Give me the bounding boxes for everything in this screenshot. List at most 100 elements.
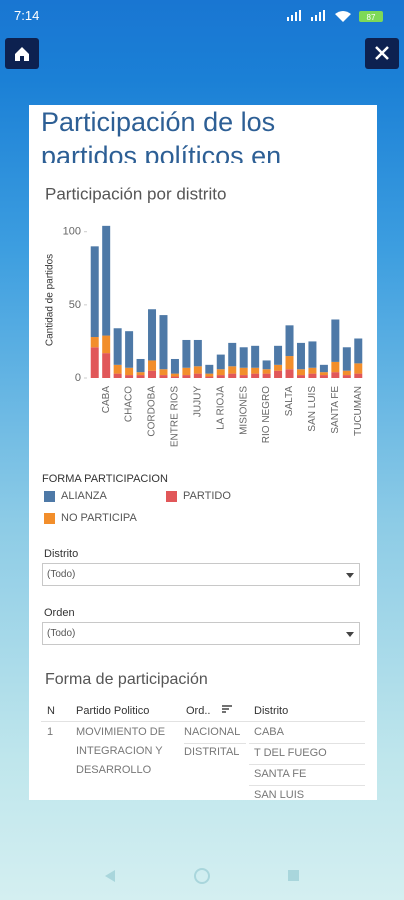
bar-segment (274, 370, 283, 378)
bar-segment (159, 375, 168, 378)
bar-segment (148, 360, 157, 371)
cell-partido: MOVIMIENTO DE INTEGRACION Y DESARROLLO (76, 726, 166, 776)
bar-segment (354, 338, 363, 364)
bar-segment (136, 358, 145, 373)
bar-segment (113, 373, 122, 378)
x-tick-label: JUJUY (192, 386, 203, 417)
status-icons: 87 (287, 10, 383, 22)
filter-label: Distrito (44, 548, 79, 560)
bar-segment (136, 372, 145, 376)
bar-segment (296, 342, 305, 370)
bar-segment (331, 372, 340, 378)
bar-segment (125, 367, 134, 376)
bar-segment (193, 339, 202, 367)
bar-segment (90, 246, 99, 338)
battery-level: 87 (367, 13, 376, 22)
bar-segment (354, 373, 363, 378)
bar-segment (239, 375, 248, 378)
bar-segment (296, 369, 305, 376)
legend-swatch (44, 512, 55, 524)
legend-swatch (166, 490, 177, 502)
nav-bar (105, 868, 299, 884)
bar-segment (170, 373, 179, 377)
x-tick-label: RIO NEGRO (261, 386, 272, 443)
bar-segment (251, 345, 260, 368)
column-header: Ord.. (186, 705, 211, 717)
x-tick-label: TUCUMAN (353, 386, 364, 436)
x-tick-label: LA RIOJA (215, 386, 226, 430)
bar-segment (113, 328, 122, 365)
table-title: Forma de participación (45, 671, 208, 688)
bar-segment (239, 367, 248, 376)
dropdown-arrow (346, 632, 354, 637)
sort-lines (222, 705, 232, 713)
arrow (346, 573, 354, 578)
bar-segment (285, 325, 294, 357)
bar-segment (102, 353, 111, 378)
bar-segment (285, 369, 294, 378)
cell-n: 1 (47, 726, 54, 738)
legend-title: FORMA PARTICIPACION (42, 473, 168, 485)
column-header: Partido Politico (76, 705, 150, 717)
bar-segment (319, 375, 328, 378)
bar-segment (216, 375, 225, 378)
bar-segment (228, 373, 237, 378)
x-tick-label: CABA (101, 386, 112, 414)
dashboard-title: Participación de los partidos políticos … (41, 107, 282, 163)
bar-segment (159, 369, 168, 376)
column-header: N (47, 705, 55, 717)
bar-segment (262, 373, 271, 378)
filter-value: (Todo) (47, 569, 76, 580)
y-tick-label: 100 (63, 226, 81, 238)
x-tick-label: ENTRE RIOS (170, 386, 181, 447)
bar-segment (342, 370, 351, 376)
dashboard-card: Participación de los partidos políticos … (29, 105, 377, 800)
legend: ALIANZA NO PARTICIPA PARTIDO (44, 490, 364, 534)
legend-label: ALIANZA (61, 490, 107, 502)
bar-segment (354, 363, 363, 374)
bar-segment (148, 370, 157, 378)
home-button[interactable] (5, 38, 39, 69)
bar-segment (193, 366, 202, 374)
cell-distrito: SANTA FE (254, 768, 307, 780)
filter-dropdown[interactable]: (Todo) (42, 622, 360, 645)
y-tick-label: 0 (75, 372, 81, 384)
row-separator (249, 785, 365, 786)
bar-segment (102, 225, 111, 336)
bar-segment (308, 341, 317, 368)
close-button[interactable] (365, 38, 399, 69)
cell-orden: DISTRITAL (184, 746, 240, 758)
bar-segment (148, 309, 157, 361)
bar-segment (342, 375, 351, 378)
chart-title: Participación por distrito (45, 184, 226, 203)
chart: Participación por distrito Cantidad de p… (45, 184, 364, 447)
y-tick-label: 50 (69, 299, 81, 311)
cell-distrito: SAN LUIS (254, 789, 305, 800)
bar-segment (102, 335, 111, 354)
legend-label: PARTIDO (183, 490, 231, 502)
bar-segment (182, 367, 191, 376)
bar-segment (205, 376, 214, 378)
bar-segment (262, 360, 271, 370)
bar-segment (182, 339, 191, 368)
cell-distrito: CABA (254, 726, 284, 738)
sort-icon[interactable] (221, 705, 233, 715)
bar-segment (228, 366, 237, 374)
bar-segment (274, 345, 283, 365)
header-separator (41, 721, 365, 722)
filter-dropdown[interactable]: (Todo) (42, 563, 360, 586)
cell-orden: NACIONAL (184, 726, 241, 738)
legend-item: ALIANZA (44, 490, 107, 502)
bar-segment (331, 319, 340, 362)
row-separator (249, 743, 365, 744)
bar-segment (308, 373, 317, 378)
bar-segment (205, 364, 214, 374)
bar-segment (319, 364, 328, 373)
bar-segment (182, 375, 191, 378)
bar-segment (216, 354, 225, 370)
bar-segment (228, 342, 237, 367)
bar-segment (113, 364, 122, 374)
legend-item: PARTIDO (166, 490, 231, 502)
legend-label: NO PARTICIPA (61, 512, 137, 524)
